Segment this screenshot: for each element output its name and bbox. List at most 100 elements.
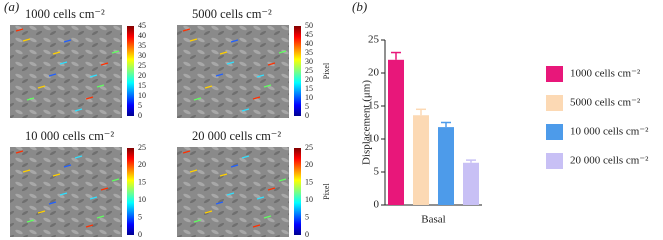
flow-arrow: [63, 39, 72, 43]
flow-arrow: [89, 196, 98, 200]
flow-arrow: [96, 215, 105, 219]
colorbar-tick-label: 0: [138, 111, 142, 120]
y-tick-label: 5: [374, 166, 380, 178]
flow-arrow: [89, 74, 98, 78]
flow-arrow: [278, 178, 287, 182]
colorbar-tick-label: 10: [138, 195, 146, 204]
flow-arrow: [226, 192, 235, 196]
colorbar-tick-label: 25: [305, 143, 313, 152]
colorbar-tick-label: 20: [305, 160, 313, 169]
flow-arrow: [15, 150, 24, 154]
micrograph: [10, 147, 122, 237]
colorbar-tick-label: 30: [138, 51, 146, 60]
colorbar-tick-label: 30: [305, 57, 313, 66]
flow-arrow: [204, 210, 213, 214]
legend-swatch: [546, 95, 563, 111]
micrograph: [177, 147, 289, 237]
colorbar-tick-label: 10: [138, 91, 146, 100]
flow-arrow: [252, 224, 261, 228]
micrograph: [10, 25, 122, 118]
flow-arrow: [256, 74, 265, 78]
flow-arrow: [215, 73, 224, 77]
bar: [438, 127, 454, 205]
colorbar-tick-label: 20: [305, 75, 313, 84]
y-tick-label: 25: [368, 34, 380, 46]
colorbar-tick-label: 15: [305, 178, 313, 187]
flow-arrow: [48, 73, 57, 77]
colorbar: [294, 26, 301, 116]
legend-label: 5000 cells cm⁻²: [570, 97, 641, 109]
colorbar-tick-label: 5: [138, 212, 142, 221]
colorbar-tick-label: 20: [138, 71, 146, 80]
legend-swatch: [546, 124, 563, 140]
colorbar-tick-label: 0: [305, 230, 309, 237]
y-axis-label: Displacement (μm): [361, 80, 373, 165]
flow-arrow: [74, 108, 83, 112]
bar: [413, 115, 429, 205]
colorbar-tick-label: 0: [138, 230, 142, 237]
flow-arrow: [256, 196, 265, 200]
colorbar-tick-label: 5: [305, 212, 309, 221]
colorbar-tick-label: 15: [305, 84, 313, 93]
flow-arrow: [85, 96, 94, 100]
colorbar-tick-label: 25: [138, 143, 146, 152]
flow-arrow: [204, 85, 213, 89]
legend-label: 1000 cells cm⁻²: [570, 68, 641, 80]
flow-arrow: [182, 150, 191, 154]
x-tick-label: Basal: [421, 214, 445, 226]
colorbar-tick-label: 35: [305, 48, 313, 57]
bar: [463, 162, 479, 205]
flow-arrow: [267, 187, 276, 191]
legend-label: 20 000 cells cm⁻²: [570, 155, 649, 167]
flow-arrow: [193, 97, 202, 101]
image-title: 5000 cells cm⁻²: [192, 7, 272, 21]
colorbar-tick-label: 0: [305, 111, 309, 120]
flow-arrow: [74, 155, 83, 159]
flow-arrow: [189, 169, 198, 173]
y-tick-label: 15: [368, 100, 380, 112]
y-tick-label: 20: [368, 67, 380, 79]
colorbar-tick-label: 25: [138, 61, 146, 70]
colorbar-tick-label: 35: [138, 41, 146, 50]
flow-arrow: [111, 50, 120, 54]
flow-arrow: [85, 224, 94, 228]
flow-arrow: [111, 178, 120, 182]
flow-arrow: [226, 61, 235, 65]
colorbar-tick-label: 10: [305, 195, 313, 204]
flow-arrow: [267, 62, 276, 66]
flow-arrow: [230, 39, 239, 43]
colorbar-tick-label: 10: [305, 93, 313, 102]
flow-arrow: [241, 108, 250, 112]
panel-label: (a): [4, 0, 19, 14]
flow-arrow: [26, 97, 35, 101]
y-tick-label: 0: [374, 199, 380, 211]
flow-arrow: [219, 51, 228, 55]
legend-swatch: [546, 66, 563, 82]
flow-arrow: [59, 61, 68, 65]
flow-arrow: [22, 38, 31, 42]
flow-arrow: [189, 38, 198, 42]
flow-arrow: [22, 169, 31, 173]
legend-swatch: [546, 153, 563, 169]
image-title: 1000 cells cm⁻²: [25, 7, 105, 21]
flow-arrow: [15, 28, 24, 32]
colorbar: [127, 148, 134, 235]
legend-label: 10 000 cells cm⁻²: [570, 126, 649, 138]
flow-arrow: [26, 219, 35, 223]
y-tick-label: 10: [368, 133, 380, 145]
flow-arrow: [230, 164, 239, 168]
image-title: 20 000 cells cm⁻²: [192, 129, 281, 143]
flow-arrow: [52, 51, 61, 55]
flow-arrow: [96, 84, 105, 88]
flow-arrow: [37, 210, 46, 214]
colorbar-tick-label: 15: [138, 178, 146, 187]
colorbar-tick-label: 15: [138, 81, 146, 90]
micrograph: [177, 25, 289, 118]
bar: [388, 59, 404, 205]
flow-arrow: [37, 85, 46, 89]
colorbar-label: Pixel: [322, 183, 331, 200]
flow-arrow: [182, 28, 191, 32]
image-title: 10 000 cells cm⁻²: [25, 129, 114, 143]
flow-arrow: [219, 173, 228, 177]
